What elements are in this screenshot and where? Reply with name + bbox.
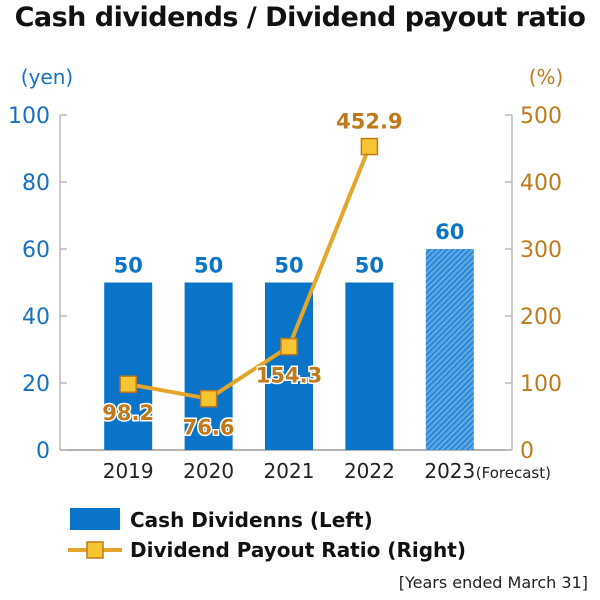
legend-line-label: Dividend Payout Ratio (Right) xyxy=(130,538,466,562)
line-marker xyxy=(119,375,137,393)
right-tick-label: 300 xyxy=(520,238,562,263)
bar-value-label: 50 xyxy=(274,254,303,278)
right-tick-label: 100 xyxy=(520,372,562,397)
line-marker xyxy=(199,389,218,408)
right-tick-label: 200 xyxy=(520,305,562,330)
right-tick-label: 500 xyxy=(520,104,562,129)
line-marker xyxy=(360,137,379,156)
bar xyxy=(184,282,233,450)
payout-ratio-line xyxy=(127,145,372,401)
line-marker xyxy=(280,337,298,356)
bar-value-label: 50 xyxy=(114,254,143,278)
chart-title: Cash dividends / Dividend payout ratio xyxy=(14,2,586,33)
line-layer: 98.2 76.6 154.3 452.9 xyxy=(101,108,404,441)
legend-bar-swatch xyxy=(70,508,120,530)
legend-bar-label: Cash Dividenns (Left) xyxy=(130,508,373,532)
left-tick-label: 80 xyxy=(22,171,50,196)
bar xyxy=(104,282,153,450)
bar-forecast xyxy=(425,249,474,450)
bar-value-label: 60 xyxy=(435,220,464,244)
left-tick-label: 60 xyxy=(22,238,50,263)
left-tick-label: 0 xyxy=(36,439,50,464)
x-tick-label: 2019 xyxy=(103,459,154,483)
left-tick-label: 20 xyxy=(22,372,50,397)
x-tick-label: 2023 xyxy=(424,459,475,483)
footnote: [Years ended March 31] xyxy=(398,573,588,592)
forecast-suffix: (Forecast) xyxy=(476,464,551,482)
line-value-label: 98.2 xyxy=(102,401,154,425)
left-axis-unit: (yen) xyxy=(21,65,73,89)
line-value-label: 452.9 xyxy=(336,110,402,134)
bar xyxy=(345,282,394,450)
line-value-label: 154.3 xyxy=(256,364,322,388)
x-tick-label: 2021 xyxy=(264,459,315,483)
legend-marker-swatch xyxy=(86,541,104,559)
bars-layer: 50 50 50 50 60 xyxy=(104,220,474,450)
legend: Cash Dividenns (Left) Dividend Payout Rat… xyxy=(68,508,466,562)
bar-value-label: 50 xyxy=(194,254,223,278)
right-tick-label: 0 xyxy=(520,439,534,464)
left-tick-label: 100 xyxy=(8,104,50,129)
bar-value-label: 50 xyxy=(355,254,384,278)
x-tick-label: 2020 xyxy=(183,459,234,483)
right-tick-label: 400 xyxy=(520,171,562,196)
line-value-label: 76.6 xyxy=(183,416,235,440)
left-tick-label: 40 xyxy=(22,305,50,330)
x-tick-label: 2022 xyxy=(344,459,395,483)
right-axis-unit: (%) xyxy=(529,65,564,89)
